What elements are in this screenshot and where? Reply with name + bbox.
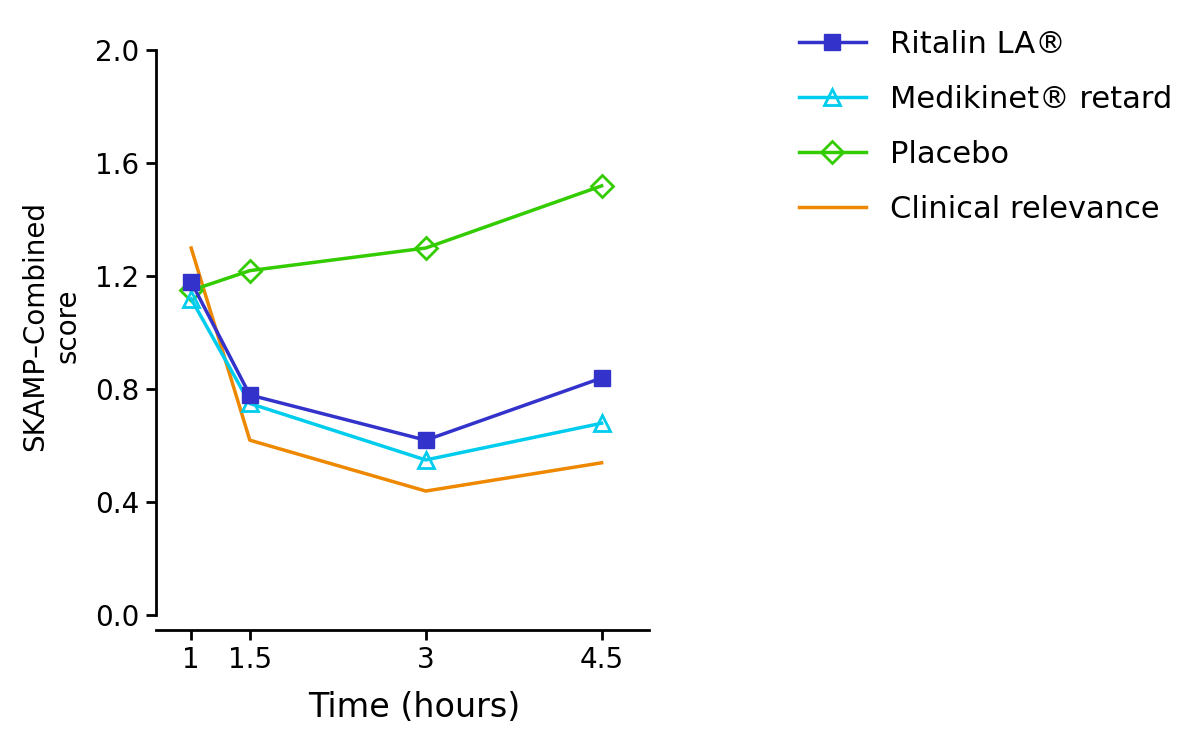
Y-axis label: SKAMP–Combined
score: SKAMP–Combined score bbox=[20, 201, 82, 451]
Legend: Ritalin LA®, Medikinet® retard, Placebo, Clinical relevance: Ritalin LA®, Medikinet® retard, Placebo,… bbox=[799, 30, 1172, 224]
X-axis label: Time (hours): Time (hours) bbox=[308, 691, 520, 724]
